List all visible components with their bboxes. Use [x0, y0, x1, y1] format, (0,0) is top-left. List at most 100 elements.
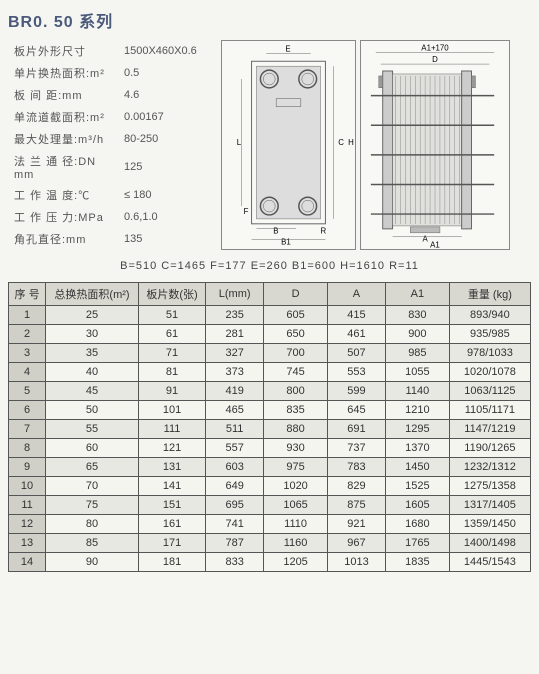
spec-label: 板片外形尺寸 — [8, 40, 118, 62]
spec-value: 125 — [118, 150, 213, 184]
spec-table: 板片外形尺寸1500X460X0.6单片换热面积:m²0.5板 间 距:mm4.… — [8, 40, 213, 250]
table-cell: 1140 — [385, 382, 449, 401]
table-row: 5459141980059911401063/1125 — [9, 382, 531, 401]
table-cell: 12 — [9, 515, 46, 534]
table-cell: 1450 — [385, 458, 449, 477]
table-cell: 1400/1498 — [449, 534, 530, 553]
table-cell: 281 — [206, 325, 264, 344]
spec-label: 工 作 压 力:MPa — [8, 206, 118, 228]
dimensions-line: B=510 C=1465 F=177 E=260 B1=600 H=1610 R… — [8, 260, 531, 272]
table-cell: 875 — [327, 496, 385, 515]
table-cell: 171 — [138, 534, 205, 553]
diagram-side-view: A1+170 D — [360, 40, 510, 250]
table-cell: 1 — [9, 306, 46, 325]
table-cell: 55 — [46, 420, 139, 439]
table-cell: 1317/1405 — [449, 496, 530, 515]
table-cell: 1835 — [385, 553, 449, 572]
table-cell: 605 — [264, 306, 328, 325]
table-cell: 4 — [9, 363, 46, 382]
spec-value: 80-250 — [118, 128, 213, 150]
data-table: 序 号总换热面积(m²)板片数(张)L(mm)DAA1重量 (kg) 12551… — [8, 282, 531, 572]
table-header: A — [327, 283, 385, 306]
label-B1: B1 — [281, 238, 291, 247]
table-cell: 1013 — [327, 553, 385, 572]
table-cell: 649 — [206, 477, 264, 496]
table-cell: 1445/1543 — [449, 553, 530, 572]
table-cell: 3 — [9, 344, 46, 363]
table-cell: 11 — [9, 496, 46, 515]
table-cell: 71 — [138, 344, 205, 363]
table-cell: 1020 — [264, 477, 328, 496]
table-cell: 1680 — [385, 515, 449, 534]
spec-label: 单流道截面积:m² — [8, 106, 118, 128]
table-cell: 1205 — [264, 553, 328, 572]
table-cell: 830 — [385, 306, 449, 325]
spec-value: 4.6 — [118, 84, 213, 106]
spec-value: ≤ 180 — [118, 184, 213, 206]
table-cell: 1210 — [385, 401, 449, 420]
table-row: 1175151695106587516051317/1405 — [9, 496, 531, 515]
table-cell: 327 — [206, 344, 264, 363]
table-cell: 921 — [327, 515, 385, 534]
table-cell: 10 — [9, 477, 46, 496]
spec-label: 单片换热面积:m² — [8, 62, 118, 84]
table-cell: 141 — [138, 477, 205, 496]
table-cell: 151 — [138, 496, 205, 515]
diagrams-container: E L C H F B R — [221, 40, 531, 250]
table-cell: 111 — [138, 420, 205, 439]
table-row: 75511151188069112951147/1219 — [9, 420, 531, 439]
table-cell: 75 — [46, 496, 139, 515]
table-cell: 8 — [9, 439, 46, 458]
spec-label: 工 作 温 度:℃ — [8, 184, 118, 206]
spec-value: 1500X460X0.6 — [118, 40, 213, 62]
table-cell: 511 — [206, 420, 264, 439]
table-row: 33571327700507985978/1033 — [9, 344, 531, 363]
table-cell: 1065 — [264, 496, 328, 515]
table-cell: 745 — [264, 363, 328, 382]
table-cell: 1359/1450 — [449, 515, 530, 534]
table-row: 23061281650461900935/985 — [9, 325, 531, 344]
table-cell: 91 — [138, 382, 205, 401]
table-header: 板片数(张) — [138, 283, 205, 306]
table-cell: 45 — [46, 382, 139, 401]
table-cell: 5 — [9, 382, 46, 401]
table-cell: 40 — [46, 363, 139, 382]
label-F: F — [244, 207, 249, 216]
table-header: A1 — [385, 283, 449, 306]
table-cell: 25 — [46, 306, 139, 325]
label-A1: A1 — [430, 241, 440, 249]
table-cell: 967 — [327, 534, 385, 553]
table-cell: 1605 — [385, 496, 449, 515]
table-header: L(mm) — [206, 283, 264, 306]
spec-value: 0.5 — [118, 62, 213, 84]
table-cell: 461 — [327, 325, 385, 344]
label-C: C — [338, 138, 344, 147]
table-cell: 1295 — [385, 420, 449, 439]
table-cell: 1275/1358 — [449, 477, 530, 496]
table-cell: 880 — [264, 420, 328, 439]
spec-label: 板 间 距:mm — [8, 84, 118, 106]
table-cell: 800 — [264, 382, 328, 401]
top-section: 板片外形尺寸1500X460X0.6单片换热面积:m²0.5板 间 距:mm4.… — [8, 40, 531, 250]
table-cell: 1765 — [385, 534, 449, 553]
table-cell: 893/940 — [449, 306, 530, 325]
table-cell: 373 — [206, 363, 264, 382]
table-cell: 1020/1078 — [449, 363, 530, 382]
table-row: 65010146583564512101105/1171 — [9, 401, 531, 420]
table-cell: 599 — [327, 382, 385, 401]
table-row: 86012155793073713701190/1265 — [9, 439, 531, 458]
table-header: 重量 (kg) — [449, 283, 530, 306]
table-cell: 80 — [46, 515, 139, 534]
table-cell: 1063/1125 — [449, 382, 530, 401]
table-cell: 700 — [264, 344, 328, 363]
table-cell: 1105/1171 — [449, 401, 530, 420]
table-header: 序 号 — [9, 283, 46, 306]
table-cell: 1055 — [385, 363, 449, 382]
spec-value: 135 — [118, 228, 213, 250]
table-cell: 978/1033 — [449, 344, 530, 363]
spec-label: 角孔直径:mm — [8, 228, 118, 250]
table-row: 96513160397578314501232/1312 — [9, 458, 531, 477]
table-cell: 419 — [206, 382, 264, 401]
table-cell: 465 — [206, 401, 264, 420]
table-cell: 65 — [46, 458, 139, 477]
